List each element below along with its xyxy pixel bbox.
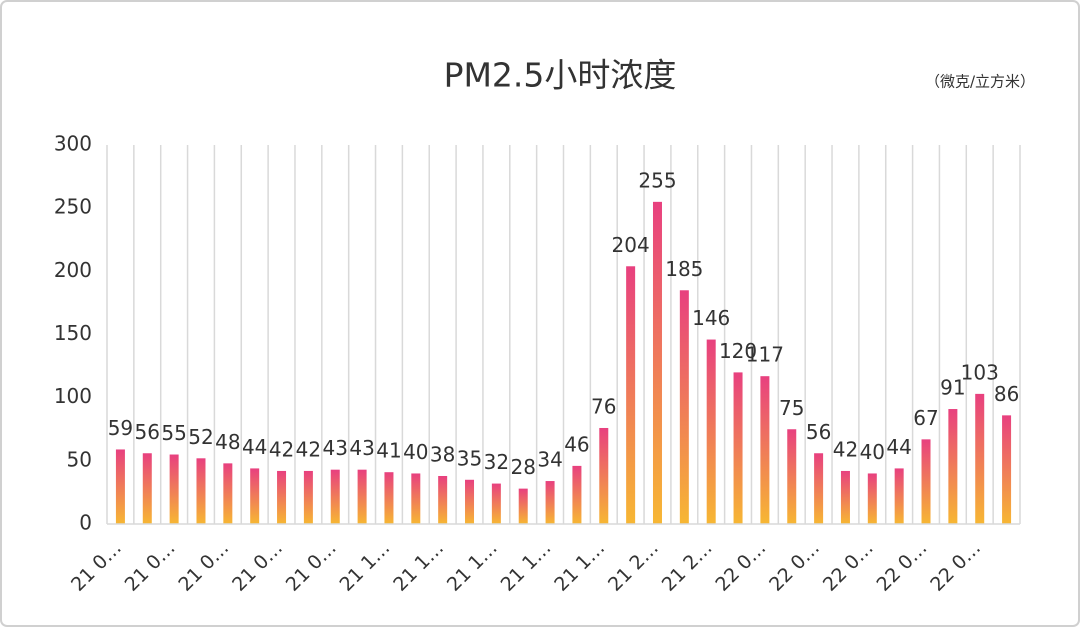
- bar: [706, 339, 716, 524]
- bar: [115, 449, 125, 524]
- data-label: 34: [537, 448, 562, 472]
- bar: [518, 488, 528, 524]
- data-label: 204: [612, 233, 650, 257]
- data-label: 38: [430, 442, 455, 466]
- bar: [223, 463, 233, 524]
- bar: [303, 470, 313, 524]
- data-label: 43: [323, 436, 348, 460]
- data-label: 28: [510, 455, 535, 479]
- data-label: 48: [215, 430, 240, 454]
- data-label: 42: [269, 437, 294, 461]
- bar: [572, 465, 582, 524]
- data-label: 91: [940, 376, 965, 400]
- data-label: 86: [994, 382, 1019, 406]
- data-label: 42: [833, 437, 858, 461]
- y-tick-label: 100: [54, 384, 92, 408]
- bar: [277, 470, 287, 524]
- bar: [867, 473, 877, 524]
- chart-title: PM2.5小时浓度: [444, 56, 677, 95]
- data-label: 42: [296, 437, 321, 461]
- y-tick-label: 250: [54, 195, 92, 219]
- y-tick-label: 150: [54, 321, 92, 345]
- data-label: 67: [913, 406, 938, 430]
- data-label: 43: [349, 436, 374, 460]
- bar: [733, 372, 743, 524]
- data-label: 255: [638, 168, 676, 192]
- bar: [921, 439, 931, 524]
- bar: [545, 481, 555, 524]
- bar: [250, 468, 260, 524]
- data-label: 56: [135, 420, 160, 444]
- data-label: 40: [860, 440, 885, 464]
- bar: [169, 454, 179, 524]
- bar: [438, 475, 448, 524]
- bar: [411, 473, 421, 524]
- data-label: 117: [746, 343, 784, 367]
- data-label: 120: [719, 339, 757, 363]
- data-label: 44: [886, 435, 911, 459]
- bar: [814, 453, 824, 524]
- bar: [948, 409, 958, 524]
- bar: [357, 469, 367, 524]
- data-label: 32: [484, 450, 509, 474]
- bar: [975, 393, 985, 524]
- y-tick-label: 300: [54, 132, 92, 156]
- bar: [626, 266, 636, 524]
- bar: [196, 458, 206, 524]
- data-label: 75: [779, 396, 804, 420]
- data-label: 59: [108, 416, 133, 440]
- bar: [330, 469, 340, 524]
- bar: [599, 427, 609, 524]
- data-label: 52: [188, 425, 213, 449]
- data-label: 185: [665, 257, 703, 281]
- bar: [491, 483, 501, 524]
- bar: [894, 468, 904, 524]
- y-tick-label: 200: [54, 258, 92, 282]
- data-label: 55: [161, 421, 186, 445]
- bar: [652, 201, 662, 524]
- bar: [142, 453, 152, 524]
- data-label: 44: [242, 435, 267, 459]
- data-label: 46: [564, 432, 589, 456]
- bar: [465, 479, 475, 524]
- y-tick-label: 0: [79, 511, 92, 535]
- data-label: 103: [961, 360, 999, 384]
- unit-label: （微克/立方米）: [925, 73, 1035, 91]
- bar: [840, 470, 850, 524]
- data-label: 56: [806, 420, 831, 444]
- y-tick-label: 50: [67, 447, 92, 471]
- bar: [787, 429, 797, 524]
- data-label: 40: [403, 440, 428, 464]
- data-label: 41: [376, 439, 401, 463]
- bar: [1002, 415, 1012, 524]
- bar: [760, 376, 770, 524]
- data-label: 76: [591, 394, 616, 418]
- bar: [384, 472, 394, 524]
- bar: [679, 290, 689, 524]
- data-label: 35: [457, 446, 482, 470]
- data-label: 146: [692, 306, 730, 330]
